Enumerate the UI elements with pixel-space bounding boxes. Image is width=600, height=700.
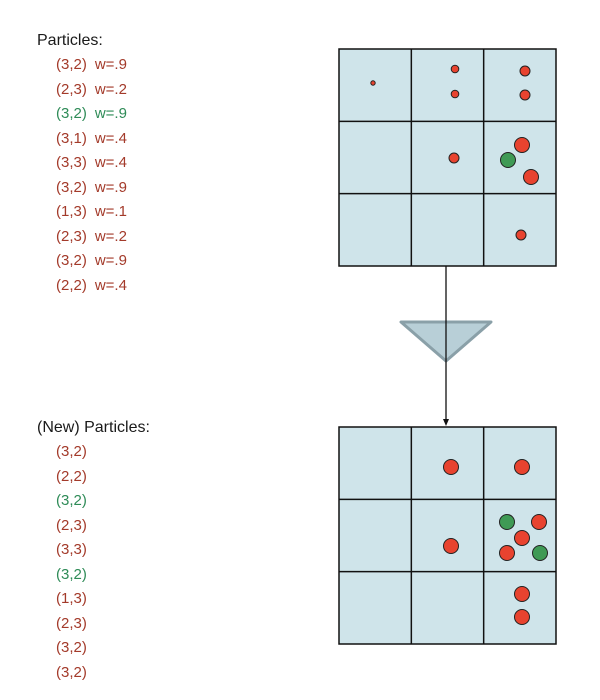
particle-dot <box>515 229 527 241</box>
particle-entry: (3,2) <box>56 563 87 588</box>
particle-position: (2,3) <box>56 227 87 245</box>
particles-list: (3,2) w=.9 (2,3) w=.2 (3,2) w=.9 (3,1) w=.4 (3,3… <box>56 53 127 298</box>
particle-dot <box>514 459 530 475</box>
resample-arrow <box>399 266 493 426</box>
particle-position: (2,3) <box>56 80 87 98</box>
particle-entry: (2,3) w=.2 <box>56 225 127 250</box>
particle-dot <box>514 530 530 546</box>
particle-position: (3,2) <box>56 178 87 196</box>
particle-position: (3,2) <box>56 252 87 269</box>
particle-entry: (2,3) <box>56 612 87 637</box>
particle-entry: (2,3) <box>56 514 87 539</box>
particle-entry: (3,1) w=.4 <box>56 127 127 152</box>
particle-entry: (3,2) <box>56 661 87 686</box>
particle-position: (3,2) <box>56 56 87 73</box>
particle-dot <box>443 459 459 475</box>
particle-position: (2,2) <box>56 276 87 294</box>
particle-position: (3,3) <box>56 541 87 558</box>
particle-dot <box>531 514 547 530</box>
particle-dot <box>514 609 530 625</box>
particle-entry: (1,3) w=.1 <box>56 200 127 225</box>
particle-weight: w=.4 <box>94 276 127 294</box>
particle-weight: w=.1 <box>94 203 127 220</box>
particle-entry: (3,3) w=.4 <box>56 151 127 176</box>
particle-entry: (3,2) w=.9 <box>56 176 127 201</box>
particle-position: (3,3) <box>56 154 87 171</box>
particle-position: (1,3) <box>56 590 87 607</box>
particle-entry: (3,2) <box>56 636 87 661</box>
particle-dot <box>523 169 539 185</box>
particle-weight: w=.4 <box>94 154 127 171</box>
particle-dot <box>443 538 459 554</box>
particle-position: (2,2) <box>56 467 87 485</box>
particle-dot <box>448 152 460 164</box>
arrow-head <box>443 419 449 426</box>
particle-dot <box>519 65 531 77</box>
particle-position: (3,2) <box>56 663 87 681</box>
particle-weight: w=.9 <box>94 105 127 122</box>
grid-after-resampling <box>338 426 557 645</box>
particle-weight: w=.9 <box>94 178 127 196</box>
particle-entry: (3,2) <box>56 440 87 465</box>
particle-position: (2,3) <box>56 516 87 534</box>
particle-dot <box>499 514 515 530</box>
particle-entry: (3,2) w=.9 <box>56 102 127 127</box>
particle-position: (3,2) <box>56 492 87 509</box>
particle-weight: w=.4 <box>94 129 127 147</box>
particle-entry: (2,3) w=.2 <box>56 78 127 103</box>
particle-entry: (3,2) w=.9 <box>56 53 127 78</box>
particle-dot <box>370 80 376 86</box>
particle-entry: (3,2) <box>56 489 87 514</box>
particle-entry: (2,2) w=.4 <box>56 274 127 299</box>
particle-dot <box>514 137 530 153</box>
particle-entry: (3,2) w=.9 <box>56 249 127 274</box>
particle-dot <box>532 545 548 561</box>
particle-entry: (3,3) <box>56 538 87 563</box>
particle-weight: w=.9 <box>94 56 127 73</box>
particle-dot <box>500 152 516 168</box>
particle-weight: w=.9 <box>94 252 127 269</box>
new-particles-heading: (New) Particles: <box>37 419 150 436</box>
particle-dot <box>450 89 460 99</box>
particle-dot <box>499 545 515 561</box>
particle-weight: w=.2 <box>94 227 127 245</box>
particle-dot <box>519 89 531 101</box>
particle-position: (2,3) <box>56 614 87 632</box>
particle-dot <box>514 586 530 602</box>
particle-entry: (2,2) <box>56 465 87 490</box>
particles-heading: Particles: <box>37 32 103 49</box>
particle-position: (3,1) <box>56 129 87 147</box>
particle-position: (3,2) <box>56 443 87 460</box>
particle-entry: (1,3) <box>56 587 87 612</box>
grid-before-resampling <box>338 48 557 267</box>
particle-weight: w=.2 <box>94 80 127 98</box>
new-particles-list: (3,2) (2,2) (3,2) (2,3) (3,3) (3,2) (1,3) (2,3)… <box>56 440 87 685</box>
particle-position: (1,3) <box>56 203 87 220</box>
particle-position: (3,2) <box>56 565 87 583</box>
particle-position: (3,2) <box>56 639 87 656</box>
particle-position: (3,2) <box>56 105 87 122</box>
particle-dot <box>450 64 460 74</box>
